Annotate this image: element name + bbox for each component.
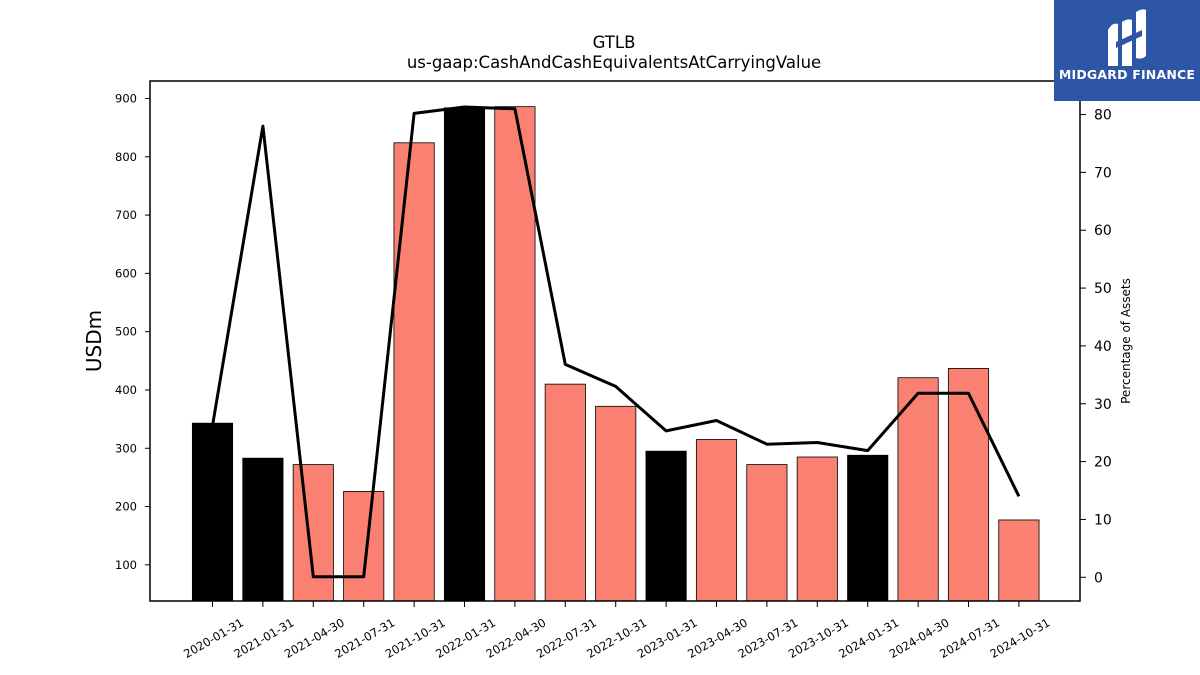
percentage-line [211,105,1021,579]
bar-2022-07-31 [544,383,586,602]
y-axis-ticks: 100 200 300 400 500 600 700 800 900 [115,91,150,572]
y2-tick-label: 30 [1094,397,1112,413]
bar-2023-04-30 [695,439,738,602]
bar-2020-01-31 [191,422,234,602]
y2-tick-label: 10 [1094,512,1112,528]
y2-tick-label: 20 [1094,455,1112,471]
bar-2023-10-31 [796,456,838,602]
bar-2021-04-30 [292,464,334,602]
x-axis-ticks: 2020-01-312021-01-312021-04-302021-07-31… [181,601,1052,661]
bar-2024-10-31 [998,519,1040,602]
brand-logo: MIDGARD FINANCE [1054,0,1200,101]
y-tick-label: 200 [115,500,137,514]
bar-2021-10-31 [393,142,435,602]
y2-tick-label: 50 [1094,281,1112,297]
y2-axis-ticks: 0 10 20 30 40 50 60 70 80 [1080,108,1112,586]
logo-mark-icon [1108,9,1146,66]
bar-2023-07-31 [746,464,788,602]
y-tick-label: 500 [115,325,137,339]
y-tick-label: 300 [115,441,137,455]
y-axis-label: USDm [82,310,106,372]
y-tick-label: 400 [115,383,137,397]
y-tick-label: 600 [115,266,137,280]
plot-frame [149,80,1081,602]
y2-tick-label: 80 [1094,108,1112,124]
bar-2022-10-31 [595,405,637,602]
y-tick-label: 800 [115,150,137,164]
y2-tick-label: 40 [1094,339,1112,355]
bar-2022-01-31 [443,107,486,602]
chart-subtitle: us-gaap:CashAndCashEquivalentsAtCarrying… [407,53,821,72]
bar-2024-01-31 [847,454,889,602]
logo-text: MIDGARD FINANCE [1058,67,1196,82]
chart-title: GTLB [593,33,636,52]
bars-group [191,106,1040,602]
y-tick-label: 700 [115,208,137,222]
bar-2024-04-30 [897,377,939,602]
y2-tick-label: 0 [1094,570,1103,586]
y2-tick-label: 60 [1094,223,1112,239]
bar-2021-07-31 [343,491,385,602]
y-tick-label: 900 [115,91,137,105]
bar-2022-04-30 [494,106,536,602]
bar-2021-01-31 [242,457,284,602]
bar-2023-01-31 [645,450,687,602]
y-tick-label: 100 [115,558,137,572]
y2-tick-label: 70 [1094,165,1112,181]
bar-2024-07-31 [947,367,990,602]
y2-axis-label: Percentage of Assets [1119,278,1133,404]
